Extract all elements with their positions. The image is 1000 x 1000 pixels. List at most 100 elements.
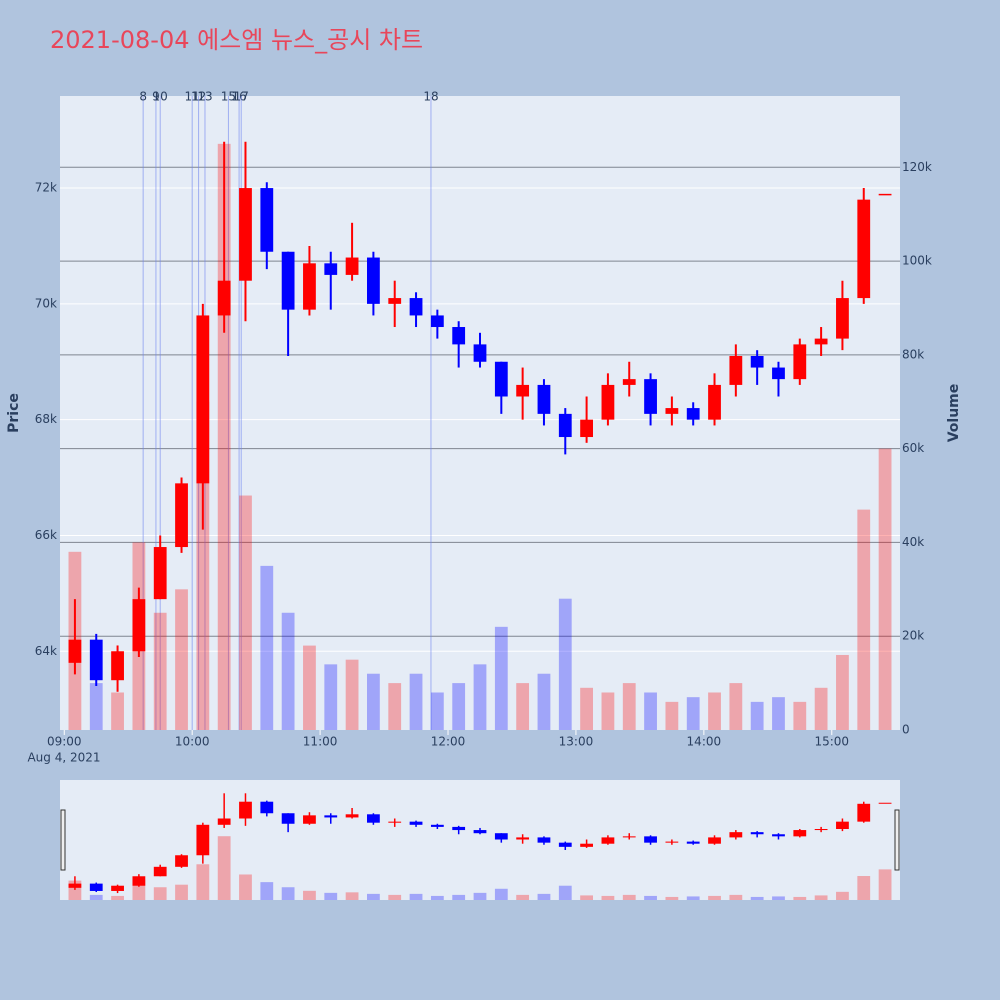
candle-body [452,327,466,345]
news-label: 12 [191,90,206,104]
volume-bar [111,692,124,730]
news-label: 13 [197,90,212,104]
volume-bar [494,626,508,730]
mini-candle-body [217,818,231,825]
mini-candle-body [111,885,124,891]
mini-volume-bar [494,888,508,900]
candle-body [708,384,721,420]
mini-volume-bar [836,891,849,900]
mini-candle-body [239,801,252,819]
mini-candle-body [772,834,785,837]
y2-tick-label: 80k [902,347,924,361]
mini-candle-body [622,836,636,838]
volume-bar [793,701,807,730]
mini-candle-body [430,824,444,827]
mini-volume-bar [281,887,295,900]
range-slider [60,780,900,900]
volume-bar [537,673,551,730]
y2-tick-label: 20k [902,629,924,643]
mini-volume-bar [89,894,103,900]
candle-body [772,367,785,380]
volume-bar [836,654,849,730]
mini-volume-bar [665,896,679,900]
volume-bar [281,612,295,730]
candle-body [388,298,402,304]
mini-volume-bar [878,869,892,900]
mini-candle-body [175,855,188,867]
mini-candle-body [708,837,721,844]
volume-bar [857,509,871,730]
y-tick-label: 68k [35,412,57,426]
candle-body [601,384,615,420]
candle-body [430,315,444,328]
mini-volume-bar [367,893,380,900]
candle-body [367,257,380,304]
news-label: 8 [139,90,147,104]
x-tick-label: 09:00 [47,735,82,749]
mini-volume-bar [516,894,530,900]
mini-volume-bar [729,894,743,900]
mini-volume-bar [324,892,338,900]
volume-bar [473,664,487,730]
news-label: 15 [221,90,236,104]
volume-bar [878,448,892,730]
mini-candle-body [367,814,380,823]
candle-body [857,199,871,299]
volume-bar [303,645,316,730]
mini-candle-body [324,815,338,818]
x-tick-label: 13:00 [559,735,594,749]
y2-tick-label: 0 [902,723,910,737]
news-label: 18 [423,90,438,104]
slider-handle [894,809,900,871]
mini-volume-bar [111,895,124,900]
candle-body [281,251,295,310]
x-date-label: Aug 4, 2021 [27,751,100,765]
mini-volume-bar [239,874,252,900]
y2-tick-label: 120k [902,160,932,174]
mini-candle-body [388,821,402,823]
candle-body [473,344,487,362]
y-tick-label: 66k [35,528,57,542]
mini-candle-body [537,837,551,843]
candle-body [516,384,530,397]
x-tick-label: 14:00 [687,735,722,749]
y2-tick-label: 40k [902,535,924,549]
mini-volume-bar [708,895,721,900]
mini-volume-bar [750,896,764,900]
mini-candle-body [260,801,274,814]
mini-candle-body [89,883,103,891]
candle-body [153,547,167,600]
mini-candle-body [153,866,167,877]
x-tick-label: 15:00 [814,735,849,749]
mini-volume-bar [303,890,316,900]
news-label: 17 [234,90,249,104]
x-tick-label: 11:00 [303,735,338,749]
mini-volume-bar [793,896,807,900]
mini-volume-bar [260,882,274,900]
news-label: 16 [231,90,246,104]
mini-volume-bar [473,892,487,900]
volume-bar [452,683,466,730]
mini-candle-body [132,876,146,886]
news-label: 11 [185,90,200,104]
mini-candle-body [409,821,423,825]
mini-candle-body [473,830,487,834]
volume-bar [558,598,572,730]
candle-body [409,298,423,316]
mini-candle-body [665,841,679,843]
volume-bar [153,612,167,730]
candle-body [814,338,828,345]
volume-bar [324,664,338,730]
candle-body [580,419,593,438]
x-tick-label: 12:00 [431,735,466,749]
volume-bar [89,683,103,730]
candle-body [622,379,636,385]
mini-candle-body [686,841,700,844]
y2-tick-label: 100k [902,254,932,268]
candle-body [111,651,124,681]
volume-bar [345,659,359,730]
volume-bar [175,589,188,730]
mini-volume-bar [857,876,871,900]
candle-body [537,384,551,414]
